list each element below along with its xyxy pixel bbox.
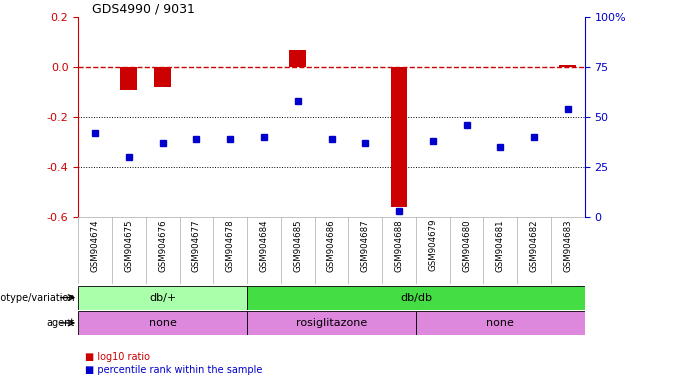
Bar [247,311,416,335]
Bar [78,286,247,310]
Bar [247,286,585,310]
Text: GSM904680: GSM904680 [462,219,471,271]
Text: GSM904677: GSM904677 [192,219,201,271]
Bar [390,67,407,207]
Text: GSM904675: GSM904675 [124,219,133,271]
Text: GSM904684: GSM904684 [260,219,269,271]
Text: agent: agent [46,318,75,328]
Text: ■ percentile rank within the sample: ■ percentile rank within the sample [85,365,262,375]
Text: GSM904686: GSM904686 [327,219,336,271]
Text: GSM904679: GSM904679 [428,219,437,271]
Text: GSM904678: GSM904678 [226,219,235,271]
Text: none: none [486,318,514,328]
Text: GSM904682: GSM904682 [530,219,539,271]
Text: db/+: db/+ [149,293,176,303]
Text: GSM904688: GSM904688 [394,219,403,271]
Text: GSM904681: GSM904681 [496,219,505,271]
Text: GSM904676: GSM904676 [158,219,167,271]
Text: none: none [149,318,177,328]
Text: GSM904685: GSM904685 [293,219,302,271]
Text: db/db: db/db [400,293,432,303]
Bar [154,67,171,87]
Bar [78,311,247,335]
Text: ■ log10 ratio: ■ log10 ratio [85,352,150,362]
Bar [120,67,137,90]
Text: genotype/variation: genotype/variation [0,293,75,303]
Text: rosiglitazone: rosiglitazone [296,318,367,328]
Text: GDS4990 / 9031: GDS4990 / 9031 [92,2,194,15]
Text: GSM904687: GSM904687 [361,219,370,271]
Text: GSM904674: GSM904674 [90,219,99,271]
Bar [416,311,585,335]
Text: GSM904683: GSM904683 [564,219,573,271]
Bar [289,50,306,67]
Bar [560,65,577,67]
